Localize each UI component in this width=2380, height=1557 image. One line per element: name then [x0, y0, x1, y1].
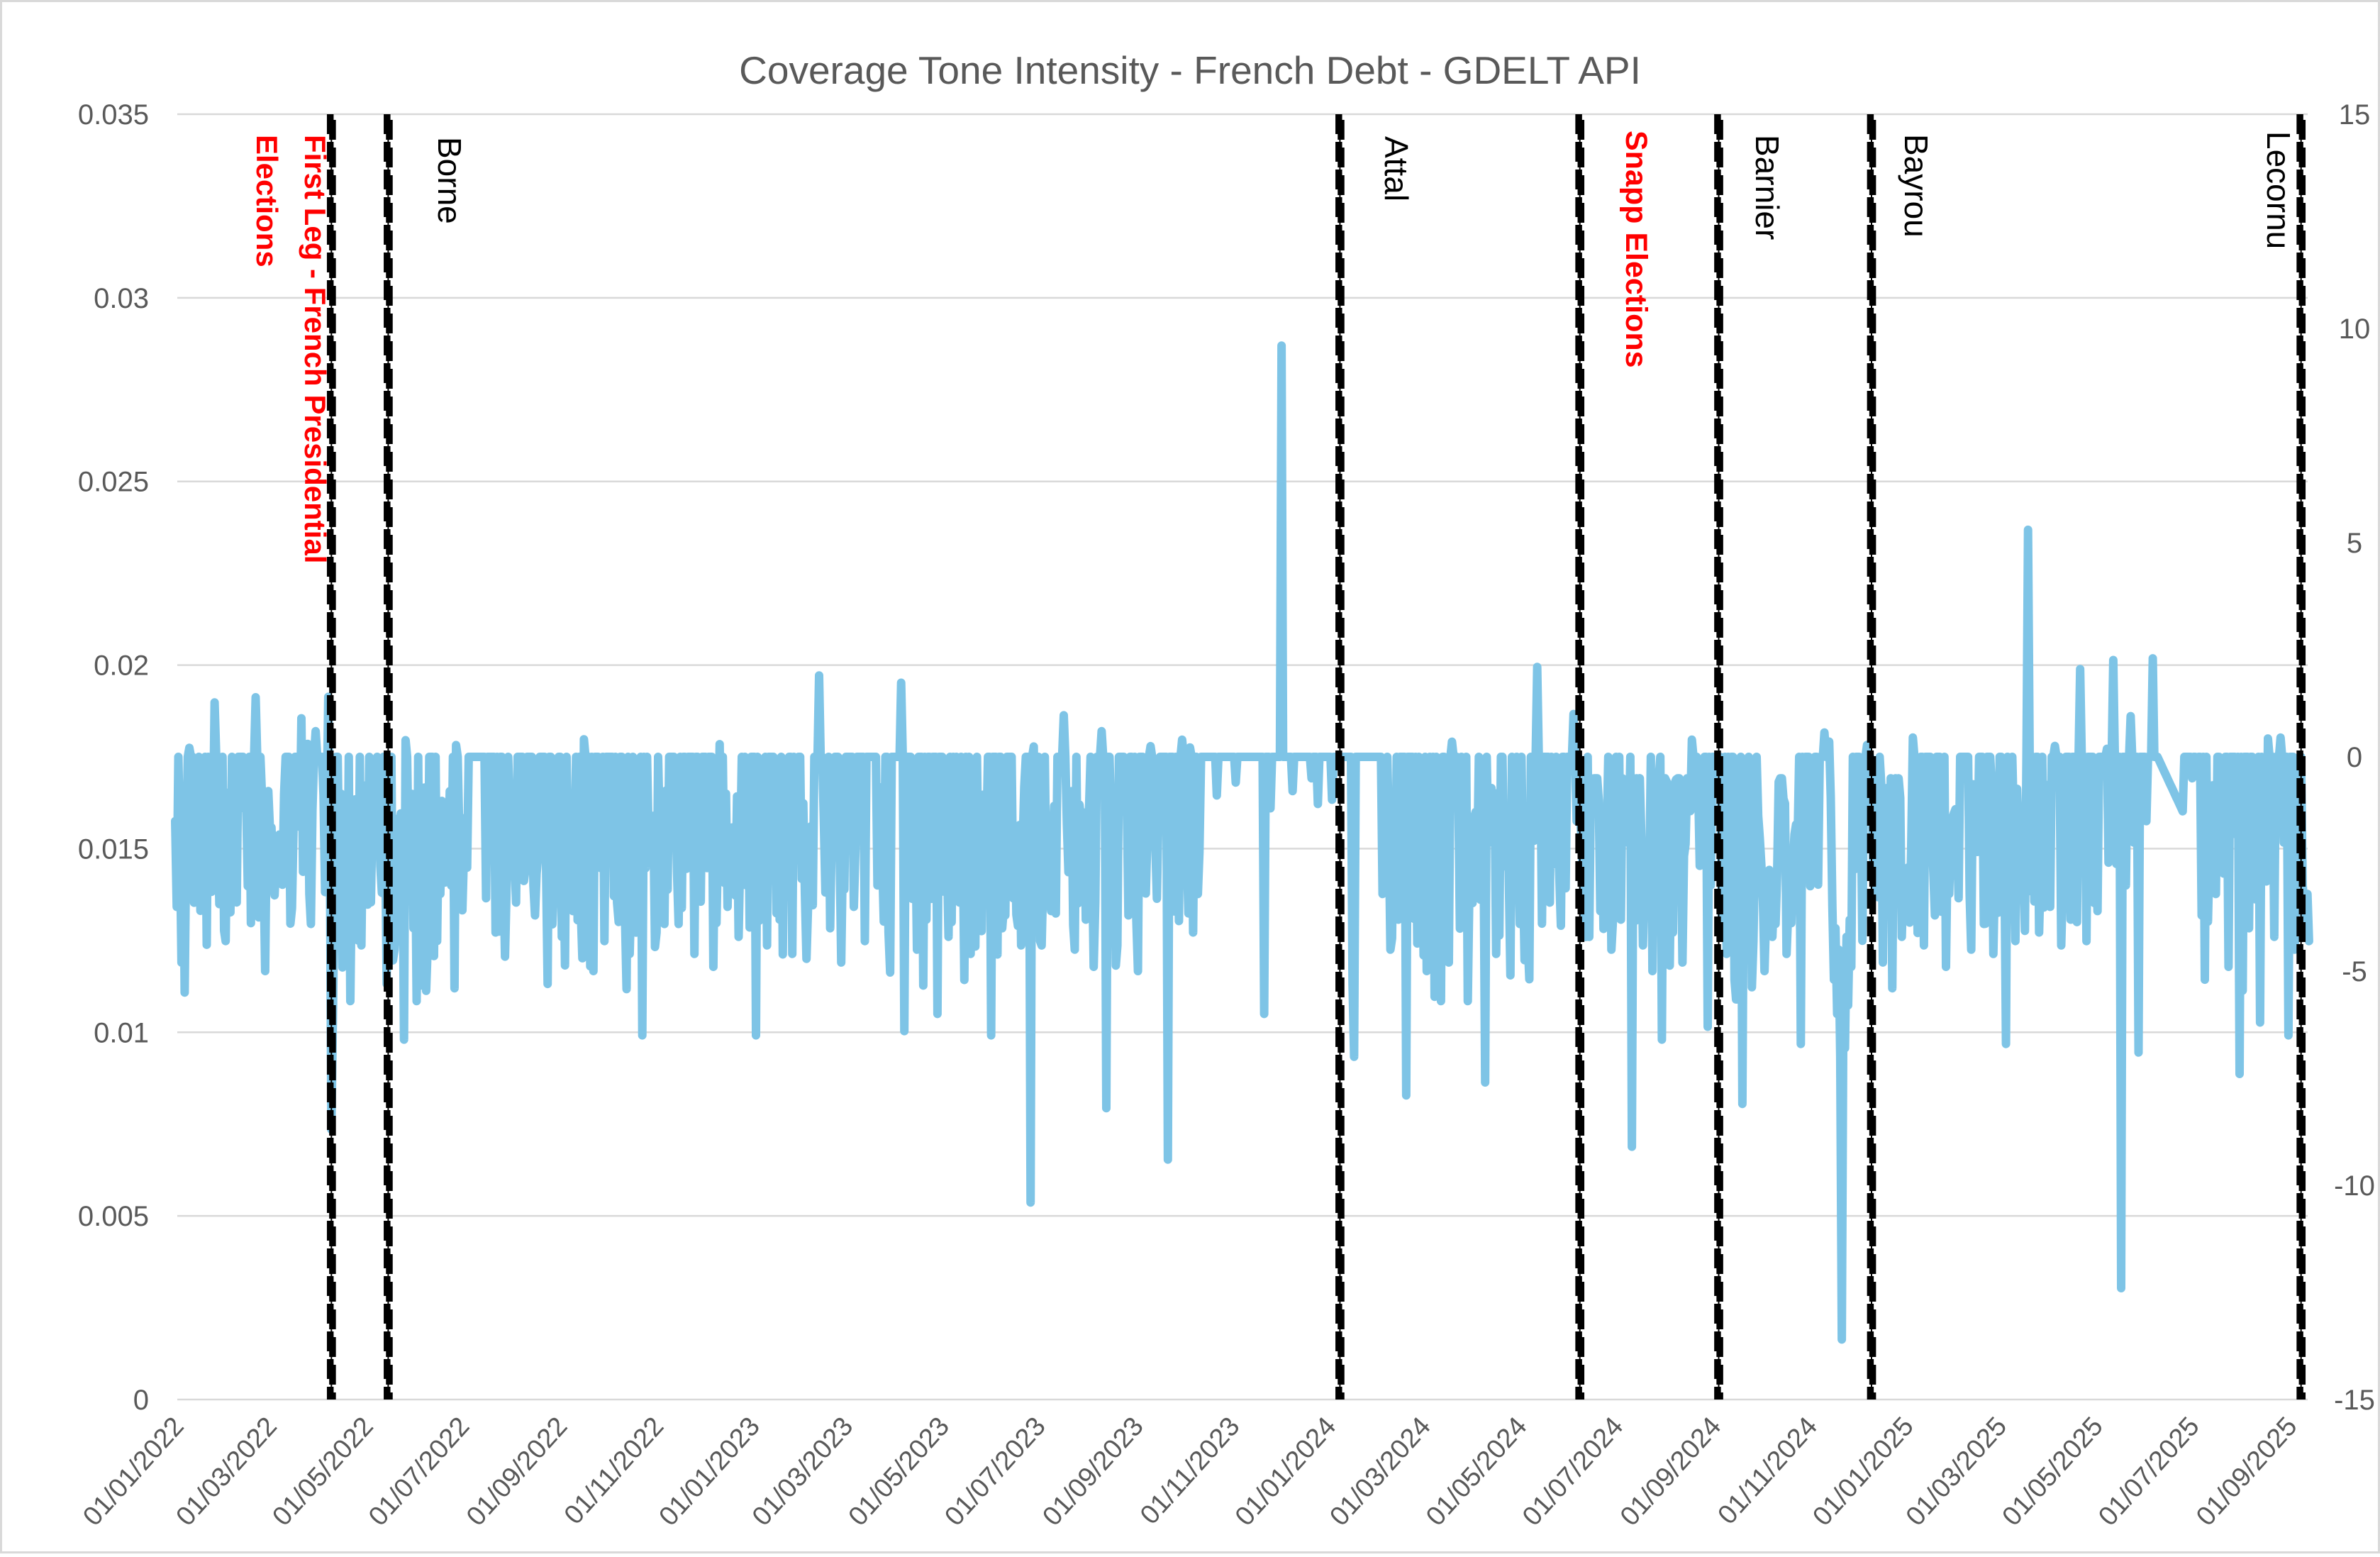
svg-text:Borne: Borne — [431, 137, 468, 224]
svg-text:Snapp Elections: Snapp Elections — [1619, 131, 1653, 368]
svg-text:Barnier: Barnier — [1749, 135, 1786, 240]
svg-text:-15: -15 — [2334, 1385, 2375, 1416]
svg-text:0: 0 — [2347, 742, 2362, 773]
svg-text:-10: -10 — [2334, 1170, 2375, 1202]
svg-text:First Leg - French Presidentia: First Leg - French Presidential — [299, 135, 332, 563]
svg-text:5: 5 — [2347, 528, 2362, 559]
svg-text:15: 15 — [2339, 99, 2371, 131]
svg-text:0.025: 0.025 — [78, 467, 149, 498]
svg-text:0.02: 0.02 — [94, 650, 149, 682]
svg-text:Elections: Elections — [250, 135, 284, 267]
svg-text:0.03: 0.03 — [94, 283, 149, 314]
svg-text:Attal: Attal — [1378, 136, 1415, 201]
svg-text:0.035: 0.035 — [78, 99, 149, 131]
svg-text:-5: -5 — [2342, 956, 2367, 987]
svg-text:0.005: 0.005 — [78, 1201, 149, 1232]
svg-text:0: 0 — [133, 1385, 149, 1416]
svg-text:0.01: 0.01 — [94, 1017, 149, 1048]
svg-text:10: 10 — [2339, 314, 2371, 345]
svg-text:Bayrou: Bayrou — [1898, 134, 1935, 238]
svg-text:Lecornu: Lecornu — [2260, 131, 2297, 249]
svg-text:Coverage Tone Intensity - Fren: Coverage Tone Intensity - French Debt - … — [739, 48, 1641, 92]
svg-text:0.015: 0.015 — [78, 833, 149, 865]
